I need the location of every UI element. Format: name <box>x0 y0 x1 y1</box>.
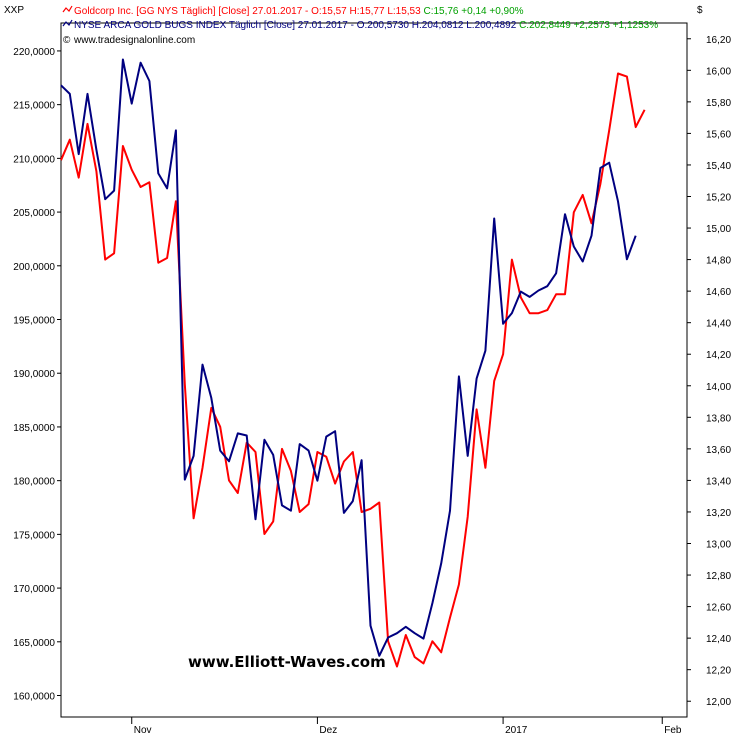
legend-label: NYSE ARCA GOLD BUGS INDEX Täglich [Close… <box>74 20 658 31</box>
right-tick-label: 12,20 <box>706 666 731 677</box>
left-tick-label: 200,0000 <box>13 262 55 273</box>
left-tick-label: 190,0000 <box>13 369 55 380</box>
x-tick-label: Dez <box>319 725 337 736</box>
left-tick-label: 165,0000 <box>13 638 55 649</box>
left-axis-label: XXP <box>4 5 24 16</box>
left-tick-label: 220,0000 <box>13 47 55 58</box>
right-tick-label: 16,20 <box>706 35 731 46</box>
x-tick-label: 2017 <box>505 725 528 736</box>
right-tick-label: 12,00 <box>706 697 731 708</box>
legend-swatch-icon <box>62 19 73 27</box>
right-tick-label: 15,80 <box>706 98 731 109</box>
left-tick-label: 175,0000 <box>13 530 55 541</box>
x-tick-label: Nov <box>134 725 152 736</box>
goldcorp-price-line <box>60 72 646 668</box>
legend-entry: NYSE ARCA GOLD BUGS INDEX Täglich [Close… <box>62 19 658 31</box>
left-tick-label: 180,0000 <box>13 477 55 488</box>
right-tick-label: 15,60 <box>706 129 731 140</box>
right-tick-label: 15,00 <box>706 224 731 235</box>
copyright-icon: © <box>63 35 71 46</box>
legend-close-value: C:202,8449 +2,2573 +1,1253% <box>519 20 658 31</box>
legend-swatch-icon <box>62 5 73 13</box>
right-tick-label: 15,40 <box>706 161 731 172</box>
legend-label: Goldcorp Inc. [GG NYS Täglich] [Close] 2… <box>74 6 524 17</box>
right-tick-label: 14,20 <box>706 350 731 361</box>
right-tick-label: 14,60 <box>706 287 731 298</box>
left-tick-label: 195,0000 <box>13 316 55 327</box>
right-tick-label: 14,80 <box>706 256 731 267</box>
watermark-label: www.Elliott-Waves.com <box>188 653 386 671</box>
right-tick-label: 12,80 <box>706 571 731 582</box>
left-tick-label: 205,0000 <box>13 208 55 219</box>
legend-entry: Goldcorp Inc. [GG NYS Täglich] [Close] 2… <box>62 5 524 17</box>
left-tick-label: 210,0000 <box>13 154 55 165</box>
right-tick-label: 12,40 <box>706 634 731 645</box>
left-tick-label: 170,0000 <box>13 584 55 595</box>
right-tick-label: 13,40 <box>706 476 731 487</box>
plot-frame <box>60 22 688 718</box>
right-tick-label: 14,40 <box>706 319 731 330</box>
right-tick-label: 16,00 <box>706 66 731 77</box>
right-tick-label: 12,60 <box>706 603 731 614</box>
x-tick-label: Feb <box>664 725 682 736</box>
right-axis-label: $ <box>697 5 703 16</box>
right-tick-label: 13,00 <box>706 540 731 551</box>
legend-close-value: C:15,76 +0,14 +0,90% <box>423 6 523 17</box>
right-tick-label: 14,00 <box>706 382 731 393</box>
left-tick-label: 185,0000 <box>13 423 55 434</box>
gold-bugs-index-line <box>60 58 637 657</box>
right-tick-label: 15,20 <box>706 193 731 204</box>
left-tick-label: 160,0000 <box>13 692 55 703</box>
left-tick-label: 215,0000 <box>13 101 55 112</box>
right-tick-label: 13,60 <box>706 445 731 456</box>
right-tick-label: 13,20 <box>706 508 731 519</box>
right-tick-label: 13,80 <box>706 413 731 424</box>
source-label: www.tradesignalonline.com <box>73 35 195 46</box>
